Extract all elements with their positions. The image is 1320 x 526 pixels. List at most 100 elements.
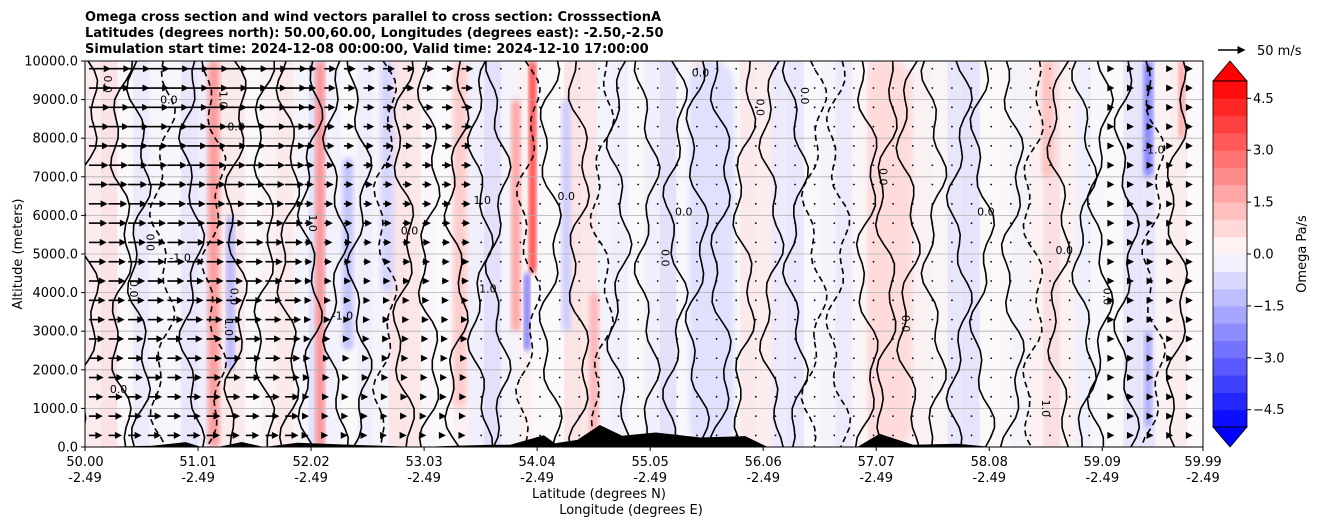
wind-vector — [1088, 338, 1091, 340]
wind-vector — [1049, 183, 1051, 186]
wind-vector — [813, 260, 816, 263]
wind-vector — [617, 376, 620, 379]
wind-vector-head — [446, 65, 454, 73]
wind-vector — [813, 67, 816, 70]
wind-vector — [951, 202, 953, 205]
wind-vector — [813, 338, 816, 340]
wind-vector-head — [237, 238, 245, 246]
wind-vector — [754, 318, 757, 321]
wind-vector-head — [115, 412, 123, 420]
wind-vector — [970, 338, 973, 340]
wind-vector-head — [1146, 84, 1154, 92]
wind-vector — [774, 164, 777, 167]
wind-vector-head — [213, 431, 221, 439]
contour-label: 0.0 — [110, 383, 128, 396]
wind-vector — [539, 202, 541, 205]
wind-vector — [1068, 260, 1071, 263]
contour-label: -1.0 — [1143, 144, 1164, 157]
wind-vector — [1068, 106, 1071, 109]
wind-vector — [754, 125, 757, 128]
wind-vector — [794, 87, 796, 89]
wind-vector — [676, 376, 679, 379]
y-tick-label: 7000.0 — [33, 170, 79, 185]
wind-vector-head — [277, 200, 285, 208]
wind-vector-head — [443, 219, 451, 227]
wind-vector-head — [140, 181, 148, 189]
wind-vector — [911, 338, 914, 340]
wind-vector-head — [233, 412, 241, 420]
wind-vector-head — [442, 277, 450, 285]
wind-vector — [754, 415, 757, 418]
contour-label: 0.0 — [877, 168, 890, 186]
contour-line — [999, 61, 1025, 447]
wind-vector-head — [1166, 393, 1174, 401]
wind-vector — [970, 376, 973, 379]
wind-vector — [696, 299, 698, 302]
wind-vector — [480, 87, 483, 89]
wind-vector-head — [360, 431, 368, 439]
wind-vector-head — [280, 65, 288, 73]
wind-vector-head — [214, 354, 222, 362]
wind-vector-head — [407, 84, 415, 92]
wind-vector-head — [118, 258, 126, 266]
wind-vector — [813, 125, 816, 128]
wind-vector-head — [272, 393, 280, 401]
wind-vector — [1068, 87, 1071, 89]
contour-label: 0.0 — [675, 205, 693, 218]
wind-vector — [813, 145, 816, 147]
colorbar-segment — [1213, 340, 1247, 359]
plot-area: 0.0 0.0 0.0 0.0 -1.0 0.0 1.0 0.0 0.0 1.0 1.0 -1.0 0.… — [84, 60, 1204, 448]
wind-vector — [597, 145, 600, 147]
wind-vector — [617, 222, 620, 225]
wind-vector-head — [301, 431, 309, 439]
wind-vector — [813, 164, 816, 167]
wind-vector-head — [1107, 393, 1115, 401]
contour-label: 0.0 — [692, 66, 710, 79]
colorbar-tick-label: −1.5 — [1253, 299, 1285, 314]
wind-vector-head — [156, 335, 164, 343]
wind-vector — [617, 260, 620, 263]
contour-label: 1.0 — [479, 283, 497, 296]
wind-vector — [1088, 434, 1091, 437]
wind-vector — [951, 145, 953, 147]
wind-vector — [597, 106, 600, 109]
wind-vector-head — [180, 142, 188, 150]
wind-vector-head — [1166, 335, 1174, 343]
wind-vector — [754, 67, 757, 70]
wind-vector — [892, 376, 894, 379]
wind-vector — [774, 318, 777, 321]
colorbar-segment — [1213, 81, 1247, 99]
colorbar-extend-max — [1212, 60, 1248, 82]
wind-vector — [597, 318, 600, 321]
wind-vector — [833, 145, 836, 147]
wind-vector — [852, 67, 855, 70]
wind-vector — [696, 164, 698, 167]
wind-vector-head — [327, 142, 335, 150]
wind-vector-head — [426, 123, 434, 131]
contour-label: 0.0 — [977, 205, 995, 218]
wind-vector-head — [1126, 84, 1134, 92]
wind-vector-head — [174, 393, 182, 401]
wind-vector-head — [463, 219, 471, 227]
wind-vector — [735, 299, 738, 302]
wind-vector — [774, 415, 777, 418]
wind-vector — [480, 395, 483, 398]
wind-vector-head — [158, 238, 166, 246]
wind-vector — [794, 395, 796, 398]
wind-vector — [931, 106, 934, 109]
wind-vector-head — [400, 412, 408, 420]
wind-vector-head — [1107, 84, 1115, 92]
wind-vector — [696, 280, 698, 282]
wind-vector — [774, 338, 777, 340]
wind-vector — [872, 241, 875, 244]
wind-vector-head — [236, 277, 244, 285]
wind-vector-head — [258, 161, 266, 169]
contour-line — [484, 61, 512, 447]
wind-vector-head — [459, 374, 467, 382]
wind-vector-head — [176, 316, 184, 324]
wind-vector-head — [1126, 412, 1134, 420]
wind-vector — [676, 67, 679, 70]
wind-vector-head — [442, 258, 450, 266]
wind-vector — [519, 415, 522, 418]
wind-vector-head — [1166, 142, 1174, 150]
